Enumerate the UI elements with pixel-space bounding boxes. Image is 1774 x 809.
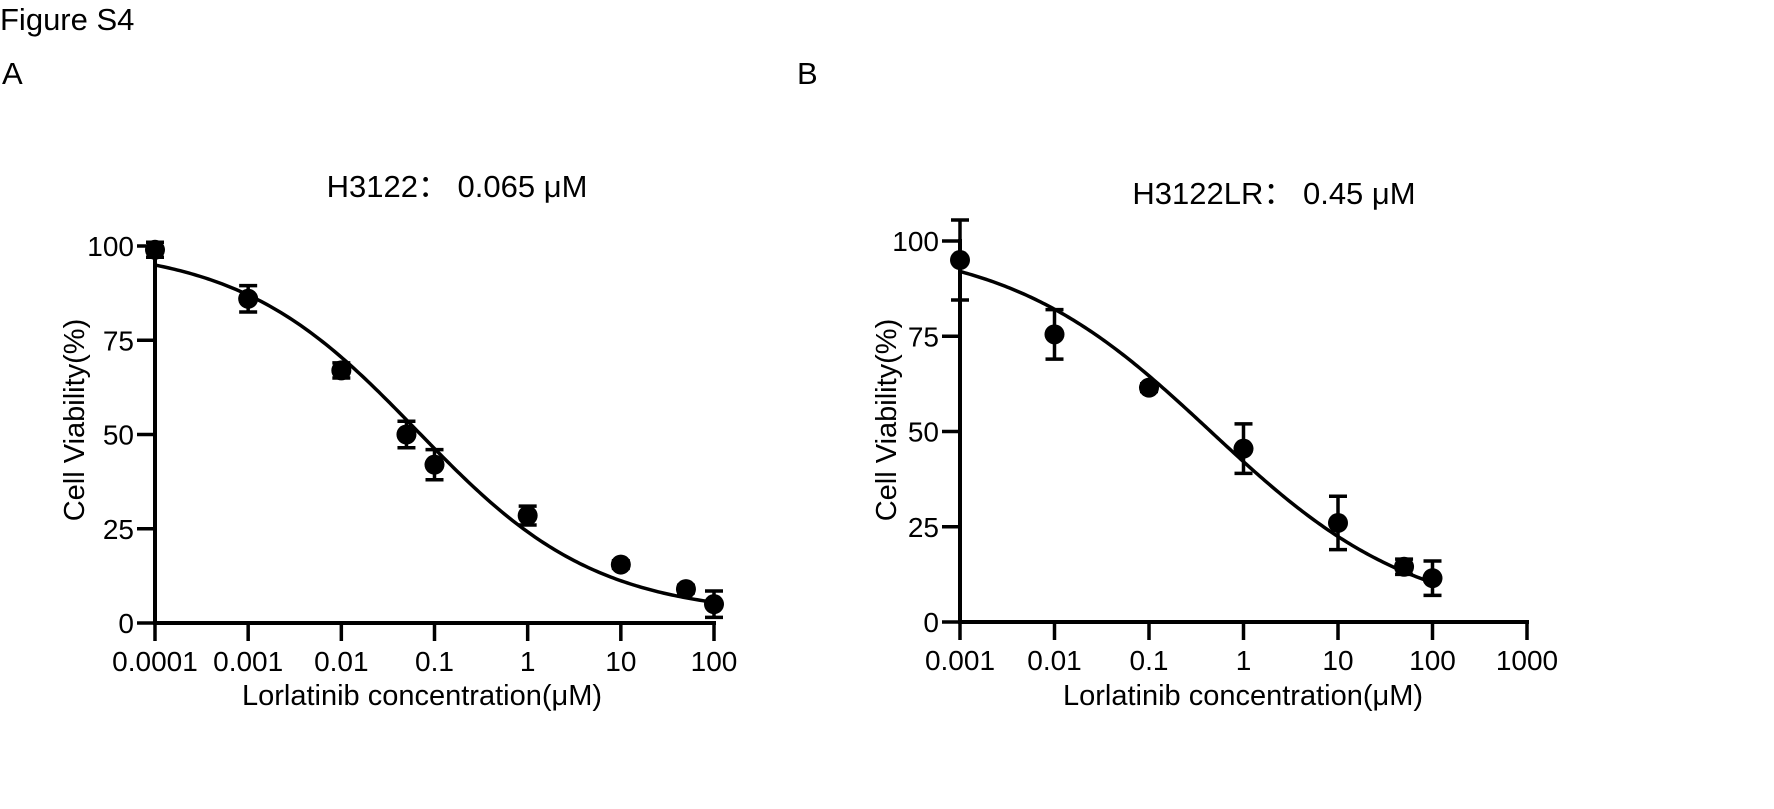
figure-title: Figure S4 xyxy=(0,2,135,37)
chart-b-data-point xyxy=(1233,438,1254,459)
chart-a-data-point xyxy=(675,579,696,600)
chart-a-ytick-label: 25 xyxy=(103,514,134,545)
chart-a-xtick-label: 0.0001 xyxy=(112,646,198,677)
chart-a-data-point xyxy=(610,554,631,575)
chart-a-data-point xyxy=(331,360,352,381)
chart-b-fit-curve xyxy=(959,269,1434,585)
chart-a-ytick-label: 50 xyxy=(103,420,134,451)
chart-b-ytick-label: 100 xyxy=(892,226,939,257)
chart-a-xlabel: Lorlatinib concentration(μM) xyxy=(242,680,602,712)
chart-a-data-point xyxy=(517,505,538,526)
chart-b-ytick-label: 25 xyxy=(908,512,939,543)
chart-a-xtick-label: 0.001 xyxy=(213,646,283,677)
chart-a-data-point xyxy=(396,424,417,445)
chart-b-ytick-label: 50 xyxy=(908,417,939,448)
chart-b-xtick-label: 10 xyxy=(1322,645,1353,676)
chart-a-ylabel: Cell Viability(%) xyxy=(59,319,91,522)
chart-b-xtick-label: 0.001 xyxy=(925,645,995,676)
chart-b-data-point xyxy=(1422,568,1443,589)
chart-b-title: H3122LR： 0.45 μM xyxy=(1132,176,1415,211)
chart-b-ytick-label: 0 xyxy=(923,607,939,638)
chart-a-xtick-label: 0.1 xyxy=(415,646,454,677)
chart-b-data-point xyxy=(1328,512,1348,533)
chart-a-xtick-label: 0.01 xyxy=(314,646,369,677)
chart-a-ytick-label: 0 xyxy=(118,608,134,639)
chart-a-xtick-label: 100 xyxy=(691,646,738,677)
chart-a-xtick-label: 10 xyxy=(605,646,636,677)
chart-a-title: H3122： 0.065 μM xyxy=(327,169,588,204)
chart-a-xtick-label: 1 xyxy=(520,646,536,677)
chart-b-ytick-label: 75 xyxy=(908,321,939,352)
chart-a-data-point xyxy=(238,288,259,309)
chart-b-xtick-label: 1000 xyxy=(1496,645,1558,676)
chart-a-ytick-label: 100 xyxy=(87,231,134,262)
panel-label-b: B xyxy=(797,56,818,91)
chart-b-xtick-label: 0.1 xyxy=(1130,645,1169,676)
chart-a-data-point xyxy=(704,594,724,615)
chart-b-data-point xyxy=(1394,556,1415,577)
chart-b-xtick-label: 100 xyxy=(1409,645,1456,676)
chart-b-xlabel: Lorlatinib concentration(μM) xyxy=(1063,680,1423,712)
chart-a-ytick-label: 75 xyxy=(103,325,134,356)
chart-b-data-point xyxy=(1139,377,1159,398)
chart-a-data-point xyxy=(424,454,445,475)
chart-a-data-point xyxy=(145,239,165,260)
chart-b-xtick-label: 0.01 xyxy=(1027,645,1082,676)
chart-b-data-point xyxy=(950,250,970,271)
chart-b-ylabel: Cell Viability(%) xyxy=(871,319,903,522)
panel-label-a: A xyxy=(2,56,23,91)
chart-b-data-point xyxy=(1044,324,1065,345)
chart-b-xtick-label: 1 xyxy=(1236,645,1252,676)
